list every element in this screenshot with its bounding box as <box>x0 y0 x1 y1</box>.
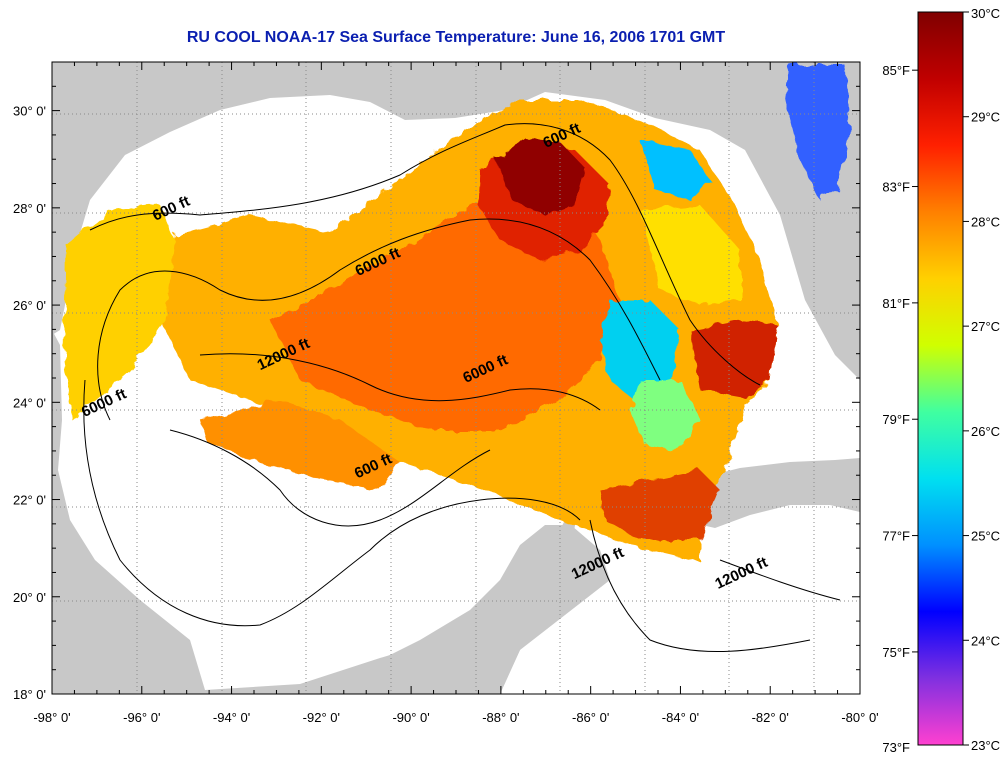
colorbar <box>917 11 964 746</box>
celsius-tick-label: 23°C <box>971 738 1000 753</box>
lon-tick-label: -84° 0' <box>662 710 699 725</box>
celsius-tick-label: 26°C <box>971 424 1000 439</box>
celsius-tick-label: 27°C <box>971 319 1000 334</box>
lon-tick-label: -86° 0' <box>572 710 609 725</box>
sst-swath <box>64 65 850 562</box>
lat-tick-label: 30° 0' <box>13 104 46 119</box>
fahrenheit-tick-label: 73°F <box>882 740 910 755</box>
celsius-tick-label: 28°C <box>971 214 1000 229</box>
lon-tick-label: -94° 0' <box>213 710 250 725</box>
lat-tick-label: 24° 0' <box>13 395 46 410</box>
frame-ticks <box>51 61 861 695</box>
fahrenheit-tick-label: 75°F <box>882 645 910 660</box>
fahrenheit-tick-label: 81°F <box>882 296 910 311</box>
lat-tick-label: 28° 0' <box>13 201 46 216</box>
lat-tick-label: 26° 0' <box>13 298 46 313</box>
colorbar-celsius-labels: 30°C 29°C 28°C 27°C 26°C 25°C 24°C 23°C <box>971 6 1000 753</box>
celsius-tick-label: 24°C <box>971 633 1000 648</box>
colorbar-ticks <box>912 11 969 746</box>
fahrenheit-tick-label: 85°F <box>882 63 910 78</box>
lon-tick-label: -92° 0' <box>303 710 340 725</box>
lon-tick-label: -90° 0' <box>392 710 429 725</box>
graticule <box>52 62 860 694</box>
latitude-axis: 30° 0' 28° 0' 26° 0' 24° 0' 22° 0' 20° 0' 18° … <box>13 104 46 702</box>
fahrenheit-tick-label: 83°F <box>882 180 910 195</box>
lat-tick-label: 20° 0' <box>13 590 46 605</box>
celsius-tick-label: 30°C <box>971 6 1000 21</box>
celsius-tick-label: 29°C <box>971 110 1000 125</box>
land-yucatan <box>360 525 575 694</box>
lon-tick-label: -98° 0' <box>33 710 70 725</box>
colorbar-fahrenheit-labels: 85°F 83°F 81°F 79°F 77°F 75°F 73°F <box>882 63 910 755</box>
land-mexico <box>52 330 610 694</box>
bathymetry-contours <box>83 123 841 652</box>
land-us-coast <box>52 62 860 380</box>
lon-tick-label: -96° 0' <box>123 710 160 725</box>
fahrenheit-tick-label: 77°F <box>882 529 910 544</box>
lon-tick-label: -88° 0' <box>482 710 519 725</box>
lon-tick-label: -82° 0' <box>752 710 789 725</box>
celsius-tick-label: 25°C <box>971 529 1000 544</box>
map-title: RU COOL NOAA-17 Sea Surface Temperature:… <box>186 29 726 46</box>
lat-tick-label: 22° 0' <box>13 493 46 508</box>
fahrenheit-tick-label: 79°F <box>882 412 910 427</box>
longitude-axis: -98° 0' -96° 0' -94° 0' -92° 0' -90° 0' -88° … <box>33 710 878 725</box>
lat-tick-label: 18° 0' <box>13 687 46 702</box>
lon-tick-label: -80° 0' <box>841 710 878 725</box>
